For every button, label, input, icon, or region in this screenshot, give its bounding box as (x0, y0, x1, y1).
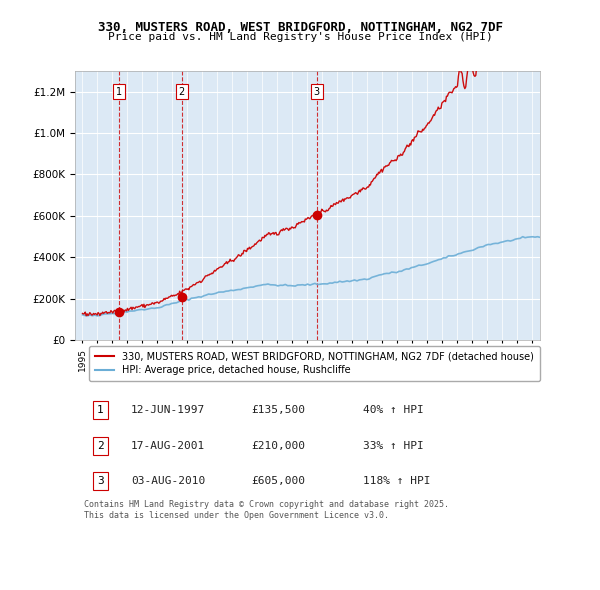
Text: 1: 1 (97, 405, 104, 415)
Text: 03-AUG-2010: 03-AUG-2010 (131, 476, 205, 486)
Text: £605,000: £605,000 (252, 476, 306, 486)
Text: 1: 1 (116, 87, 122, 97)
Text: £210,000: £210,000 (252, 441, 306, 451)
Text: 40% ↑ HPI: 40% ↑ HPI (364, 405, 424, 415)
Text: 33% ↑ HPI: 33% ↑ HPI (364, 441, 424, 451)
Text: 12-JUN-1997: 12-JUN-1997 (131, 405, 205, 415)
Text: 3: 3 (97, 476, 104, 486)
Text: 2: 2 (179, 87, 185, 97)
Text: 330, MUSTERS ROAD, WEST BRIDGFORD, NOTTINGHAM, NG2 7DF: 330, MUSTERS ROAD, WEST BRIDGFORD, NOTTI… (97, 21, 503, 34)
Text: Contains HM Land Registry data © Crown copyright and database right 2025.
This d: Contains HM Land Registry data © Crown c… (84, 500, 449, 520)
Text: 17-AUG-2001: 17-AUG-2001 (131, 441, 205, 451)
Text: 2: 2 (97, 441, 104, 451)
Text: £135,500: £135,500 (252, 405, 306, 415)
Text: 118% ↑ HPI: 118% ↑ HPI (364, 476, 431, 486)
Text: Price paid vs. HM Land Registry's House Price Index (HPI): Price paid vs. HM Land Registry's House … (107, 32, 493, 42)
Text: 3: 3 (314, 87, 320, 97)
Legend: 330, MUSTERS ROAD, WEST BRIDGFORD, NOTTINGHAM, NG2 7DF (detached house), HPI: Av: 330, MUSTERS ROAD, WEST BRIDGFORD, NOTTI… (89, 346, 540, 381)
